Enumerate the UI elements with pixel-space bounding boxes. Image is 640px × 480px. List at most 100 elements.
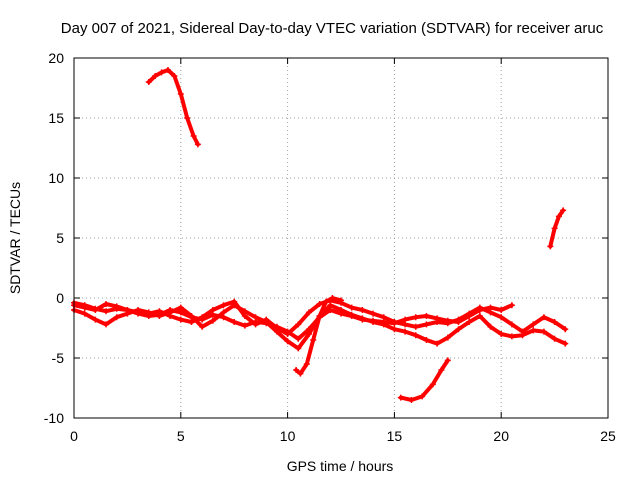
data-point: [158, 69, 165, 76]
x-tick-label: 15: [387, 428, 403, 444]
data-point: [380, 319, 387, 325]
data-point: [498, 331, 505, 337]
data-point: [220, 302, 227, 309]
data-point: [103, 301, 110, 307]
series-arc-high-2: [547, 207, 567, 250]
series-band-3: [71, 299, 515, 342]
data-point: [316, 301, 323, 307]
data-point: [438, 367, 445, 373]
data-point: [220, 314, 227, 321]
series-line: [146, 68, 200, 147]
data-point: [156, 311, 163, 318]
data-point: [263, 320, 270, 327]
data-point: [184, 115, 191, 121]
data-point: [562, 340, 569, 347]
series-arc-low-1: [397, 357, 451, 403]
data-point: [508, 321, 515, 328]
data-point: [434, 315, 441, 322]
data-point: [338, 299, 344, 306]
data-point: [423, 337, 430, 343]
data-point: [455, 326, 462, 333]
data-point: [177, 309, 184, 316]
data-point: [562, 326, 569, 333]
data-point: [231, 319, 238, 325]
data-point: [190, 133, 197, 139]
data-point: [402, 316, 409, 323]
x-tick-label: 5: [177, 428, 185, 444]
x-axis-label: GPS time / hours: [287, 458, 394, 474]
data-point: [551, 335, 558, 342]
data-point: [310, 337, 317, 343]
data-point: [92, 305, 99, 312]
y-tick-label: 15: [48, 110, 64, 126]
data-point: [164, 67, 171, 73]
data-point: [508, 302, 515, 309]
data-point: [305, 326, 312, 333]
data-point: [555, 213, 562, 220]
data-point: [295, 345, 302, 352]
data-point: [540, 314, 547, 321]
series-line: [398, 358, 450, 402]
data-point: [135, 310, 142, 317]
data-point: [370, 317, 377, 324]
data-point: [177, 91, 184, 97]
data-point: [199, 323, 206, 330]
data-point: [551, 225, 558, 232]
data-point: [284, 338, 291, 345]
data-point: [498, 307, 505, 313]
data-point: [547, 243, 554, 250]
data-point: [103, 308, 110, 315]
data-point: [113, 314, 120, 321]
data-point: [466, 319, 473, 325]
data-point: [359, 307, 366, 313]
y-tick-label: 20: [48, 50, 64, 66]
data-point: [519, 332, 526, 339]
y-axis-label: SDTVAR / TECUs: [7, 182, 23, 294]
data-point: [530, 327, 537, 334]
data-point: [434, 340, 441, 347]
data-point: [113, 305, 120, 312]
data-point: [167, 307, 174, 313]
y-tick-label: 0: [56, 290, 64, 306]
data-point: [560, 207, 567, 214]
x-tick-label: 20: [493, 428, 509, 444]
grid: [74, 58, 608, 418]
data-point: [81, 310, 88, 317]
y-tick-label: 5: [56, 230, 64, 246]
data-point: [530, 321, 537, 328]
data-point: [487, 323, 494, 330]
data-point: [297, 370, 304, 377]
data-point: [444, 334, 451, 341]
data-point: [412, 314, 419, 321]
data-point: [551, 319, 558, 325]
data-point: [124, 307, 131, 313]
data-point: [145, 313, 152, 319]
data-point: [103, 321, 110, 328]
x-tick-label: 25: [600, 428, 616, 444]
data-point: [295, 321, 302, 328]
data-point: [359, 316, 366, 323]
data-point: [412, 332, 419, 339]
data-point: [241, 308, 248, 315]
data-point: [145, 79, 152, 85]
series-layer: [71, 67, 569, 403]
data-point: [338, 310, 344, 317]
data-point: [370, 310, 377, 317]
series-arc-high-1: [145, 67, 201, 148]
data-point: [423, 321, 430, 328]
data-point: [402, 328, 409, 335]
data-point: [295, 335, 302, 342]
data-point: [412, 323, 419, 330]
data-point: [429, 381, 436, 388]
data-point: [171, 73, 178, 79]
ticks: 0 5 10 15 20 25 -10 -5 0 5 10 15 20: [44, 50, 616, 444]
data-point: [316, 314, 323, 321]
data-point: [273, 323, 280, 330]
series-line: [548, 208, 566, 249]
data-point: [476, 313, 483, 319]
y-tick-label: 10: [48, 170, 64, 186]
data-point: [303, 361, 310, 367]
x-tick-label: 0: [70, 428, 78, 444]
data-point: [423, 313, 430, 319]
data-point: [444, 317, 451, 324]
